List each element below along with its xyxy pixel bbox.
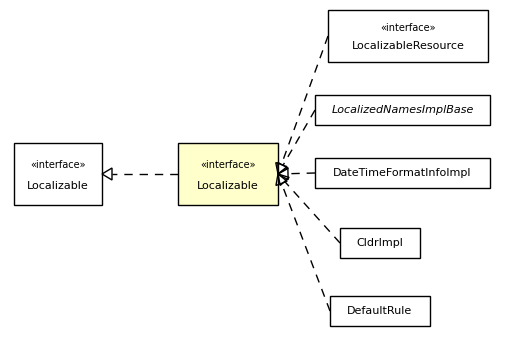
FancyBboxPatch shape (14, 143, 102, 205)
Text: «interface»: «interface» (30, 160, 86, 170)
FancyBboxPatch shape (315, 95, 490, 125)
Text: DateTimeFormatInfoImpl: DateTimeFormatInfoImpl (333, 168, 472, 178)
Text: LocalizableResource: LocalizableResource (352, 42, 464, 51)
FancyBboxPatch shape (328, 10, 488, 62)
FancyBboxPatch shape (315, 158, 490, 188)
Text: DefaultRule: DefaultRule (347, 306, 412, 316)
Text: Localizable: Localizable (27, 181, 89, 191)
Text: «interface»: «interface» (200, 160, 256, 170)
FancyBboxPatch shape (330, 296, 430, 326)
Text: «interface»: «interface» (380, 23, 436, 33)
Text: CldrImpl: CldrImpl (357, 238, 404, 248)
FancyBboxPatch shape (340, 228, 420, 258)
Text: LocalizedNamesImplBase: LocalizedNamesImplBase (331, 105, 474, 115)
FancyBboxPatch shape (178, 143, 278, 205)
Text: Localizable: Localizable (197, 181, 259, 191)
